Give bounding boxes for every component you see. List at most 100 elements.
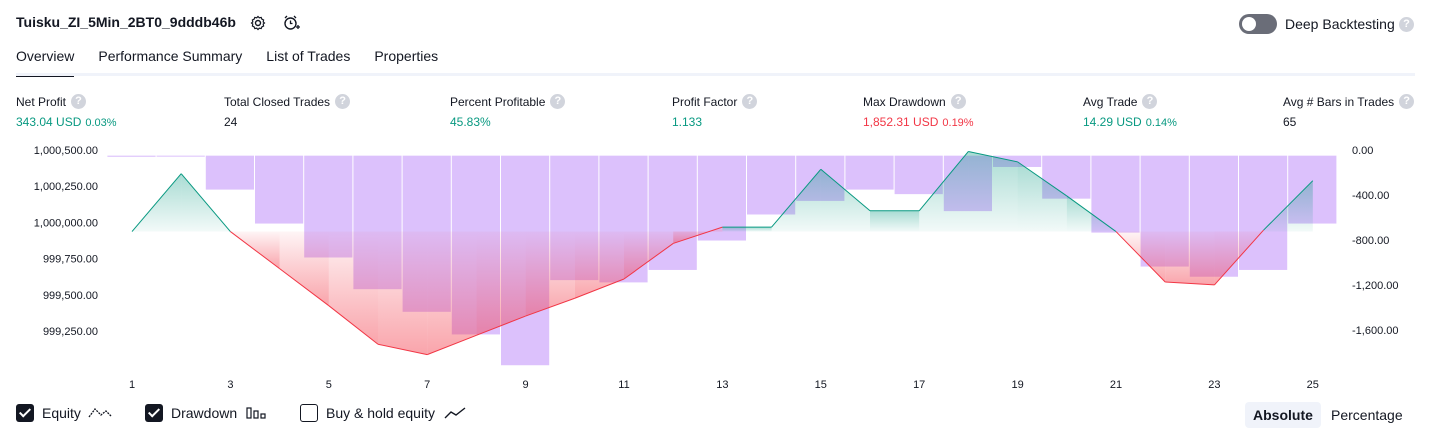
- x-tick-label: 7: [424, 379, 430, 391]
- equity-area: [427, 232, 476, 355]
- tab-divider: [16, 73, 1415, 76]
- equity-line-icon: [87, 405, 113, 421]
- tab-list-of-trades[interactable]: List of Trades: [266, 48, 350, 74]
- metric-value: 1,852.31 USD: [863, 115, 938, 129]
- settings-icon[interactable]: [247, 12, 269, 34]
- equity-area: [329, 232, 378, 345]
- settings-icon-glyph: [249, 14, 267, 32]
- left-tick-label: 999,250.00: [43, 326, 98, 338]
- x-tick-label: 9: [523, 379, 529, 391]
- equity-label: Equity: [42, 405, 81, 421]
- equity-area: [526, 232, 575, 317]
- legend-equity[interactable]: Equity: [16, 404, 113, 422]
- drawdown-bar: [845, 156, 893, 190]
- info-icon[interactable]: ?: [1142, 94, 1157, 109]
- drawdown-bar: [895, 156, 943, 194]
- x-tick-label: 21: [1110, 379, 1122, 391]
- alarm-clock-icon: [282, 14, 300, 32]
- buy-hold-label: Buy & hold equity: [326, 405, 435, 421]
- x-tick-label: 11: [618, 379, 629, 391]
- left-tick-label: 999,750.00: [43, 254, 98, 266]
- metric-label: Avg # Bars in Trades: [1283, 95, 1394, 109]
- equity-area: [870, 211, 919, 232]
- metric-profit-factor: Profit Factor? 1.133: [672, 94, 757, 129]
- metric-value: 14.29 USD: [1083, 115, 1142, 129]
- metric-label: Net Profit: [16, 95, 66, 109]
- drawdown-bar: [1239, 156, 1287, 270]
- right-tick-label: -800.00: [1352, 235, 1389, 247]
- deep-backtesting-toggle[interactable]: [1239, 14, 1277, 34]
- x-tick-label: 15: [815, 379, 827, 391]
- x-tick-label: 17: [913, 379, 925, 391]
- drawdown-bar: [107, 156, 155, 157]
- drawdown-label: Drawdown: [171, 405, 237, 421]
- metric-total-closed-trades: Total Closed Trades? 24: [224, 94, 350, 129]
- metric-value: 24: [224, 115, 237, 129]
- info-icon[interactable]: ?: [550, 94, 565, 109]
- buy-hold-line-icon: [443, 405, 467, 421]
- metric-max-drawdown: Max Drawdown? 1,852.31 USD 0.19%: [863, 94, 974, 129]
- x-tick-label: 25: [1307, 379, 1319, 391]
- left-tick-label: 1,000,500.00: [34, 145, 98, 157]
- strategy-title: Tuisku_ZI_5Min_2BT0_9dddb46b: [16, 14, 236, 30]
- metric-percent: 0.03%: [85, 117, 116, 129]
- equity-area: [280, 232, 329, 306]
- absolute-button[interactable]: Absolute: [1245, 402, 1321, 428]
- metric-value: 45.83%: [450, 115, 491, 129]
- metric-avg-trade: Avg Trade? 14.29 USD 0.14%: [1083, 94, 1177, 129]
- metric-label: Max Drawdown: [863, 95, 946, 109]
- buy-hold-checkbox[interactable]: [300, 404, 318, 422]
- equity-area: [968, 151, 1017, 231]
- x-tick-label: 1: [129, 379, 135, 391]
- metric-avg-bars-in-trades: Avg # Bars in Trades? 65: [1283, 94, 1414, 129]
- info-icon[interactable]: ?: [951, 94, 966, 109]
- info-icon[interactable]: ?: [1399, 94, 1414, 109]
- drawdown-checkbox[interactable]: [145, 404, 163, 422]
- left-tick-label: 1,000,250.00: [34, 181, 98, 193]
- percentage-button[interactable]: Percentage: [1323, 402, 1411, 428]
- info-icon[interactable]: ?: [335, 94, 350, 109]
- right-tick-label: 0.00: [1352, 145, 1373, 157]
- equity-checkbox[interactable]: [16, 404, 34, 422]
- metric-label: Avg Trade: [1083, 95, 1137, 109]
- equity-drawdown-chart[interactable]: 1,000,500.00 1,000,250.00 1,000,000.00 999,…: [0, 140, 1431, 400]
- toggle-knob: [1242, 17, 1256, 31]
- metric-percent: 0.19%: [942, 117, 973, 129]
- metric-percent: 0.14%: [1146, 117, 1177, 129]
- legend-buy-hold[interactable]: Buy & hold equity: [300, 404, 467, 422]
- metric-value: 343.04 USD: [16, 115, 81, 129]
- drawdown-bar: [206, 156, 254, 190]
- right-tick-label: -400.00: [1352, 190, 1389, 202]
- equity-area: [722, 227, 771, 231]
- metric-value: 1.133: [672, 115, 702, 129]
- x-tick-label: 3: [227, 379, 233, 391]
- x-tick-label: 19: [1011, 379, 1023, 391]
- drawdown-bars-icon: [245, 405, 267, 421]
- help-icon[interactable]: ?: [1399, 17, 1414, 32]
- x-tick-label: 13: [716, 379, 728, 391]
- info-icon[interactable]: ?: [742, 94, 757, 109]
- drawdown-bar: [747, 156, 795, 215]
- equity-area: [1165, 232, 1214, 285]
- drawdown-bar: [255, 156, 303, 224]
- right-tick-label: -1,600.00: [1352, 325, 1398, 337]
- deep-backtesting-label: Deep Backtesting: [1285, 16, 1395, 32]
- left-tick-label: 1,000,000.00: [34, 217, 98, 229]
- metric-net-profit: Net Profit? 343.04 USD 0.03%: [16, 94, 117, 129]
- metric-label: Percent Profitable: [450, 95, 545, 109]
- tab-properties[interactable]: Properties: [374, 48, 438, 74]
- metric-label: Total Closed Trades: [224, 95, 330, 109]
- equity-area: [378, 232, 427, 355]
- metric-percent-profitable: Percent Profitable? 45.83%: [450, 94, 565, 129]
- right-tick-label: -1,200.00: [1352, 280, 1398, 292]
- tab-performance-summary[interactable]: Performance Summary: [98, 48, 242, 74]
- add-alert-icon[interactable]: [280, 12, 302, 34]
- legend-drawdown[interactable]: Drawdown: [145, 404, 267, 422]
- metric-label: Profit Factor: [672, 95, 737, 109]
- drawdown-bar: [157, 156, 205, 157]
- tab-bar: Overview Performance Summary List of Tra…: [16, 48, 462, 74]
- x-tick-label: 5: [326, 379, 332, 391]
- x-tick-label: 23: [1208, 379, 1220, 391]
- metric-value: 65: [1283, 115, 1296, 129]
- info-icon[interactable]: ?: [71, 94, 86, 109]
